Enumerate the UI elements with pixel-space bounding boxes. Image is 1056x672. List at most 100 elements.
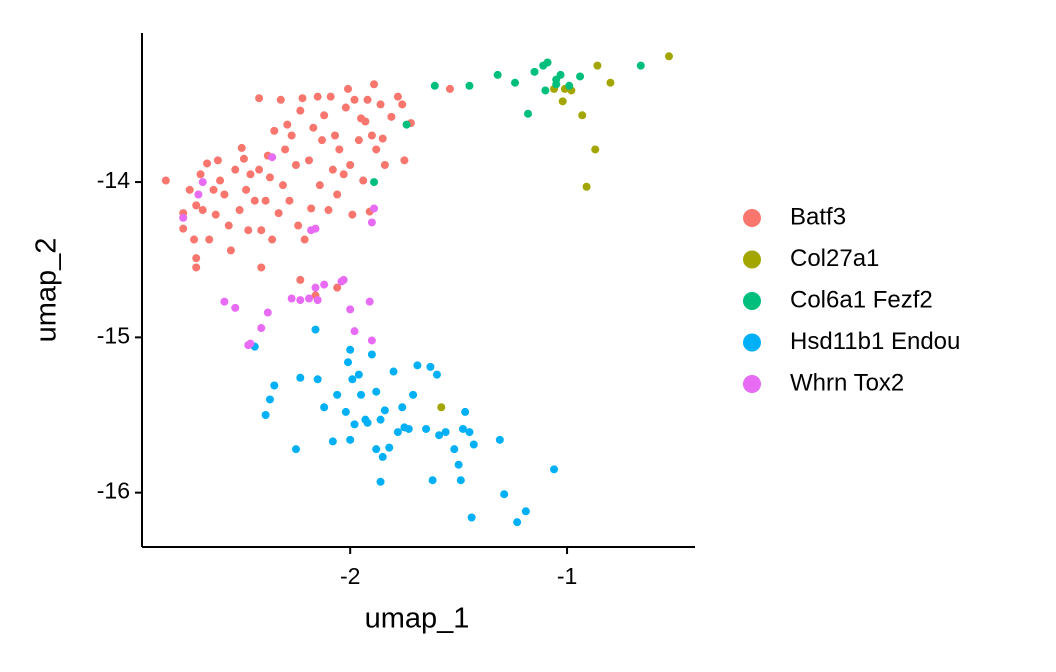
point	[467, 513, 476, 522]
point	[185, 185, 194, 194]
point	[242, 185, 251, 194]
point	[296, 275, 305, 284]
point	[363, 418, 372, 427]
point	[333, 390, 342, 399]
point	[304, 156, 313, 165]
point	[500, 490, 509, 499]
point	[437, 403, 446, 412]
point	[428, 476, 437, 485]
point	[179, 224, 188, 233]
point	[370, 178, 379, 187]
point	[378, 452, 387, 461]
legend-label: Whrn Tox2	[790, 369, 904, 396]
point	[550, 465, 559, 474]
point	[430, 81, 439, 90]
point	[237, 143, 246, 152]
point	[220, 297, 229, 306]
point	[350, 327, 359, 336]
point	[250, 196, 259, 205]
point	[361, 117, 370, 126]
point	[393, 428, 402, 437]
point	[235, 206, 244, 215]
point	[231, 303, 240, 312]
point	[278, 181, 287, 190]
point	[287, 294, 296, 303]
point	[333, 283, 342, 292]
point	[331, 131, 340, 140]
point	[224, 221, 233, 230]
point	[578, 111, 587, 120]
point	[593, 61, 602, 70]
point	[393, 92, 402, 101]
point	[465, 428, 474, 437]
y-tick-label: -15	[97, 322, 130, 348]
point	[521, 507, 530, 516]
point	[261, 411, 270, 420]
point	[190, 235, 199, 244]
point	[365, 297, 374, 306]
point	[313, 375, 322, 384]
point	[348, 210, 357, 219]
point	[385, 443, 394, 452]
point	[378, 134, 387, 143]
point	[370, 204, 379, 213]
point	[211, 210, 220, 219]
y-tick-label: -16	[97, 478, 130, 504]
point	[270, 126, 279, 135]
point	[409, 390, 418, 399]
point	[192, 254, 201, 263]
point	[270, 381, 279, 390]
point	[311, 325, 320, 334]
point	[469, 440, 478, 449]
point	[339, 275, 348, 284]
point	[398, 100, 407, 109]
point	[281, 145, 290, 154]
point	[313, 296, 322, 305]
point	[296, 296, 305, 305]
x-axis-label: umap_1	[365, 603, 470, 635]
point	[432, 370, 441, 379]
point	[328, 165, 337, 174]
point	[333, 190, 342, 199]
point	[320, 403, 329, 412]
point	[244, 226, 253, 235]
point	[296, 106, 305, 115]
point	[307, 226, 316, 235]
point	[203, 159, 212, 168]
point	[213, 156, 222, 165]
point	[389, 367, 398, 376]
legend-key	[743, 250, 761, 269]
point	[465, 81, 474, 90]
point	[576, 72, 585, 81]
point	[335, 145, 344, 154]
point	[291, 160, 300, 169]
point	[179, 213, 188, 222]
point	[196, 170, 205, 179]
point	[161, 176, 170, 185]
point	[363, 95, 372, 104]
point	[346, 345, 355, 354]
point	[261, 196, 270, 205]
point	[255, 94, 264, 103]
point	[456, 476, 465, 485]
point	[220, 190, 229, 199]
point	[339, 170, 348, 179]
point	[239, 154, 248, 163]
point	[341, 407, 350, 416]
x-tick-label: -2	[340, 563, 360, 589]
point	[454, 460, 463, 469]
point	[320, 111, 329, 120]
point	[192, 263, 201, 272]
point	[367, 350, 376, 359]
point	[350, 95, 359, 104]
point	[257, 324, 266, 333]
legend-label: Col27a1	[790, 245, 879, 272]
point	[246, 339, 255, 348]
point	[268, 153, 277, 162]
point	[367, 218, 376, 227]
point	[344, 358, 353, 367]
point	[285, 196, 294, 205]
point	[346, 305, 355, 314]
point	[376, 100, 385, 109]
